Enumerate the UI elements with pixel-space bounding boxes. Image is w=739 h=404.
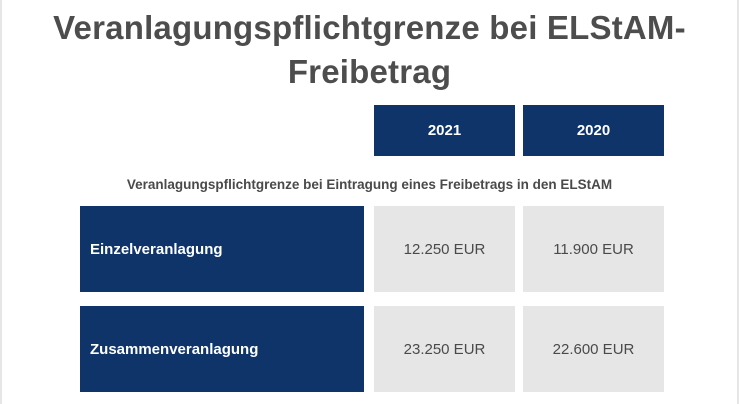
row-label-zusammenveranlagung: Zusammenveranlagung [80, 306, 364, 392]
title-line-2: Freibetrag [287, 53, 452, 90]
column-header-2020: 2020 [523, 105, 664, 156]
left-border [0, 0, 2, 404]
column-header-2021: 2021 [374, 105, 515, 156]
row-label-einzelveranlagung: Einzelveranlagung [80, 206, 364, 292]
cell-zusammen-2020: 22.600 EUR [523, 306, 664, 392]
table-subheading: Veranlagungspflichtgrenze bei Eintragung… [126, 177, 613, 192]
cell-zusammen-2021: 23.250 EUR [374, 306, 515, 392]
page-title: Veranlagungspflichtgrenze bei ELStAM- Fr… [0, 6, 739, 94]
right-border [737, 0, 739, 404]
title-line-1: Veranlagungspflichtgrenze bei ELStAM- [53, 9, 686, 46]
cell-einzel-2021: 12.250 EUR [374, 206, 515, 292]
cell-einzel-2020: 11.900 EUR [523, 206, 664, 292]
